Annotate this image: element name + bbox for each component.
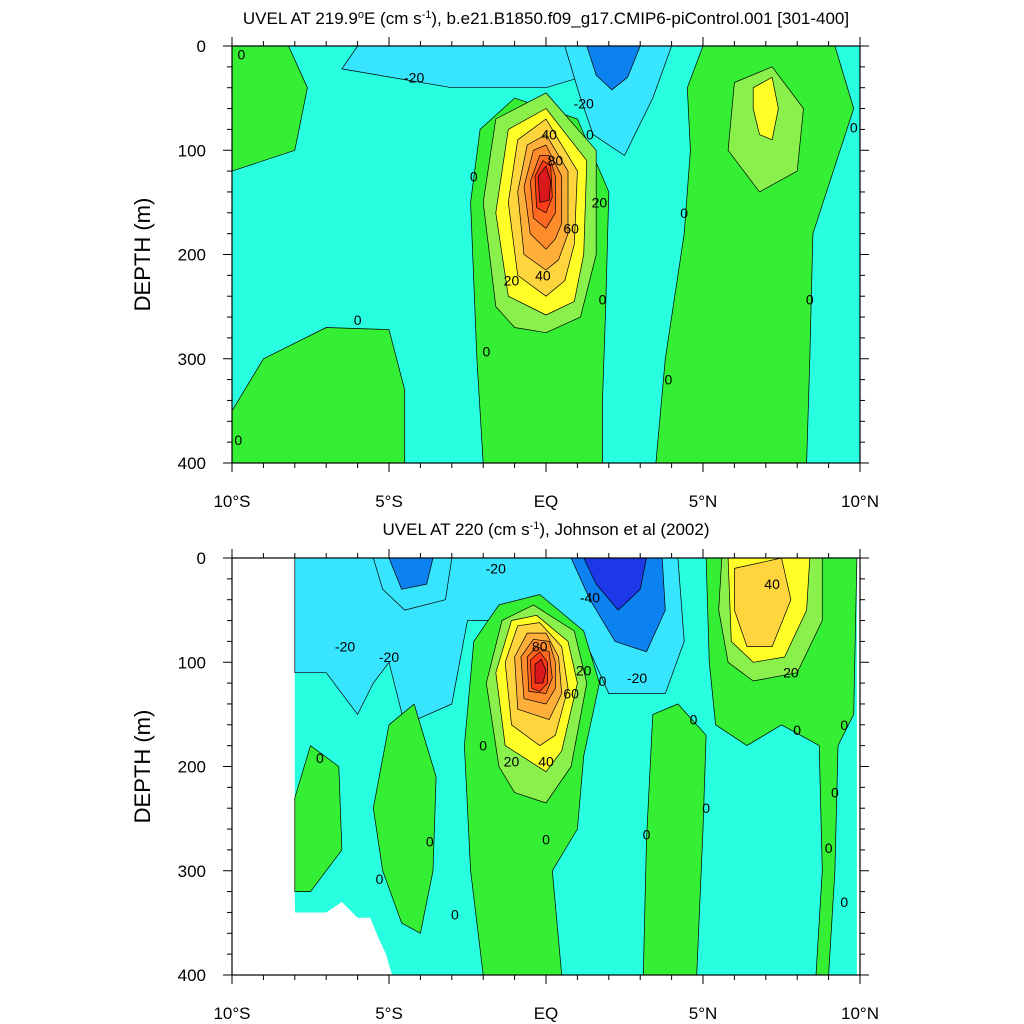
contour-label: 0	[354, 312, 362, 328]
contour-region-p0	[231, 327, 406, 464]
contour-label: 0	[316, 750, 324, 766]
contour-label: 80	[548, 153, 564, 169]
y-tick-label: 400	[178, 454, 206, 473]
contour-label: 0	[376, 871, 384, 887]
contour-label: 0	[482, 343, 490, 359]
contour-label: -20	[627, 670, 647, 686]
contour-label: 0	[702, 800, 710, 816]
contour-label: -20	[335, 639, 355, 655]
contour-label: 0	[831, 785, 839, 801]
x-tick-label: 5°N	[689, 1004, 718, 1023]
contour-label: 40	[538, 753, 554, 769]
contour-label: 0	[470, 168, 478, 184]
y-tick-label: 100	[178, 141, 206, 160]
chart-title: UVEL AT 219.9oE (cm s-1), b.e21.B1850.f0…	[243, 9, 849, 28]
contour-label: 0	[599, 291, 607, 307]
y-tick-label: 400	[178, 966, 206, 985]
y-tick-label: 0	[197, 549, 206, 568]
contour-region-p0	[372, 703, 437, 934]
contour-label: 0	[825, 840, 833, 856]
contour-label: 0	[426, 834, 434, 850]
contour-label: 0	[806, 291, 814, 307]
missing-data-mask	[232, 902, 393, 975]
contour-region-p90	[537, 165, 552, 203]
x-tick-label: 10°N	[841, 492, 879, 511]
contour-label: 0	[451, 907, 459, 923]
x-tick-label: 10°S	[213, 1004, 250, 1023]
contour-label: 0	[599, 673, 607, 689]
contour-label: 40	[764, 576, 780, 592]
contour-label: 0	[690, 712, 698, 728]
contour-label: -20	[574, 95, 594, 111]
y-tick-label: 200	[178, 246, 206, 265]
contour-region-p0	[294, 745, 343, 892]
contour-label: 0	[840, 894, 848, 910]
contour-label: 80	[532, 639, 548, 655]
y-tick-label: 0	[197, 37, 206, 56]
contour-label: -20	[486, 560, 506, 576]
contour-label: 20	[504, 753, 520, 769]
contour-label: -40	[580, 590, 600, 606]
y-tick-label: 200	[178, 758, 206, 777]
contour-label: 20	[783, 665, 799, 681]
contour-region-p0	[642, 703, 707, 976]
contour-label: 20	[592, 194, 608, 210]
y-axis-label: DEPTH (m)	[130, 710, 155, 824]
contour-label: 20	[504, 273, 520, 289]
contour-label: 0	[665, 372, 673, 388]
y-tick-label: 300	[178, 862, 206, 881]
contour-label: 0	[542, 831, 550, 847]
y-axis-label: DEPTH (m)	[130, 198, 155, 312]
chart-title: UVEL AT 220 (cm s-1), Johnson et al (200…	[383, 520, 710, 539]
contour-label: 0	[680, 205, 688, 221]
x-tick-label: 10°N	[841, 1004, 879, 1023]
x-tick-label: EQ	[534, 1004, 559, 1023]
contour-label: 0	[479, 738, 487, 754]
contour-label: 60	[563, 220, 579, 236]
contour-label: -20	[404, 69, 424, 85]
y-tick-label: 300	[178, 350, 206, 369]
x-tick-label: 10°S	[213, 492, 250, 511]
contour-region-p30	[752, 76, 779, 141]
x-tick-label: 5°S	[375, 492, 403, 511]
contour-label: 0	[643, 826, 651, 842]
y-tick-label: 100	[178, 653, 206, 672]
x-tick-label: 5°S	[375, 1004, 403, 1023]
contour-label: 0	[238, 46, 246, 62]
contour-label: 0	[850, 119, 858, 135]
x-tick-label: 5°N	[689, 492, 718, 511]
contour-label: 40	[541, 127, 557, 143]
contour-label: 20	[576, 663, 592, 679]
x-tick-label: EQ	[534, 492, 559, 511]
contour-label: -20	[379, 649, 399, 665]
contour-label: 0	[234, 432, 242, 448]
contour-label: 0	[793, 722, 801, 738]
contour-label: 40	[535, 267, 551, 283]
contour-label: 60	[563, 686, 579, 702]
contour-label: 0	[586, 127, 594, 143]
contour-region-p90	[534, 658, 547, 684]
contour-region-m20	[294, 557, 685, 726]
contour-label: 0	[840, 717, 848, 733]
